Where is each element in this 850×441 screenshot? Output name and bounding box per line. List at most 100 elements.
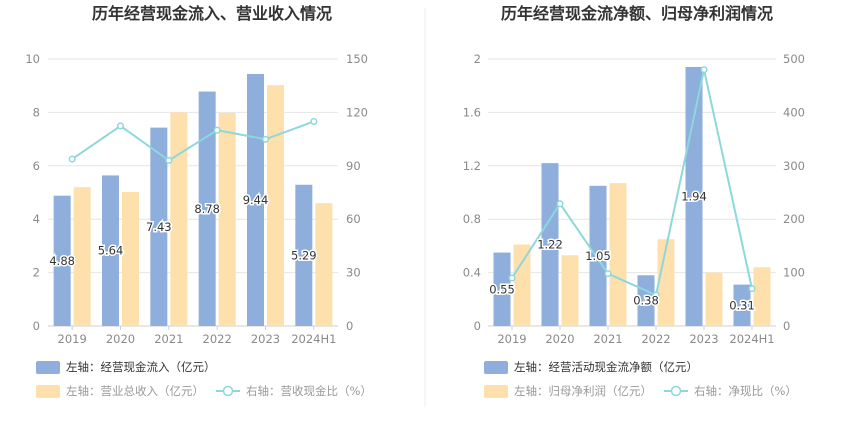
ratio-point (556, 200, 564, 208)
left-axis-tick-label: 0 (33, 319, 40, 333)
x-axis-tick-label: 2023 (689, 332, 718, 346)
legend-swatch[interactable] (484, 385, 508, 398)
bar-primary (53, 195, 71, 326)
net-cashflow-profit-chart: 历年经营现金流净额、归母净利润情况 0 0 0.4 100 0.8 200 1.2 300 1.… (463, 4, 805, 398)
left-axis-tick-label: 1.6 (463, 105, 481, 119)
bar-secondary (122, 191, 139, 326)
ratio-point (261, 135, 270, 143)
bar-data-label: 0.31 (729, 298, 755, 312)
right-axis-tick-label: 120 (346, 105, 368, 119)
bar-secondary (218, 112, 236, 327)
right-axis-tick-label: 0 (346, 319, 353, 333)
bar-primary (685, 67, 703, 326)
left-axis-tick-label: 2 (474, 52, 481, 66)
left-axis-tick-label: 1.2 (463, 159, 481, 173)
legend: 左轴：经营现金流入（亿元） 左轴：营业总收入（亿元） 右轴：营收现金比（%） (36, 360, 372, 398)
right-axis-tick-label: 30 (346, 266, 361, 280)
bar-data-label: 0.55 (489, 282, 515, 296)
ratio-point (165, 156, 173, 165)
legend-line-marker[interactable] (670, 385, 682, 397)
bar-primary (150, 127, 168, 326)
x-axis-tick-label: 2021 (154, 332, 183, 346)
bar-data-label: 5.64 (98, 244, 124, 258)
left-axis-tick-label: 0.4 (463, 266, 481, 280)
ratio-point (604, 270, 612, 278)
bar-secondary (170, 112, 188, 327)
left-axis-tick-label: 10 (25, 52, 40, 66)
left-axis-tick-label: 4 (33, 212, 40, 226)
right-axis-tick-label: 400 (783, 105, 805, 119)
bar-data-label: 1.94 (681, 190, 707, 204)
ratio-point (652, 291, 660, 299)
x-axis-tick-label: 2019 (58, 332, 87, 346)
bar-data-label: 9.44 (243, 193, 269, 207)
ratio-point (310, 117, 318, 126)
x-axis-tick-label: 2024H1 (729, 332, 774, 346)
x-axis-tick-label: 2021 (593, 332, 622, 346)
bar-data-label: 7.43 (146, 220, 172, 234)
right-axis-tick-label: 100 (783, 266, 805, 280)
bar-secondary (267, 85, 284, 326)
legend-swatch[interactable] (484, 361, 508, 374)
x-axis-tick-label: 2023 (251, 332, 280, 346)
left-axis-tick-label: 0 (474, 319, 481, 333)
bar-data-label: 0.38 (633, 294, 659, 308)
bar-primary (102, 175, 119, 326)
right-axis-tick-label: 90 (346, 159, 361, 173)
left-axis-tick-label: 8 (33, 105, 40, 119)
right-axis-tick-label: 0 (783, 319, 790, 333)
bar-secondary (315, 203, 333, 326)
legend-line-marker[interactable] (222, 385, 234, 397)
cash-inflow-revenue-chart: 历年经营现金流入、营业收入情况 0 0 2 30 4 60 6 90 8 120 10 150 2019… (25, 4, 372, 398)
x-axis-tick-label: 2024H1 (291, 332, 336, 346)
ratio-point (748, 285, 756, 293)
ratio-point (700, 66, 708, 74)
legend-label[interactable]: 左轴：归母净利润（亿元） (514, 384, 652, 398)
right-axis-tick-label: 300 (783, 159, 805, 173)
bar-data-label: 1.05 (585, 249, 611, 263)
bar-data-label: 8.78 (194, 202, 220, 216)
right-axis-tick-label: 60 (346, 212, 361, 226)
x-axis-tick-label: 2020 (106, 332, 135, 346)
legend: 左轴：经营活动现金流净额（亿元） 左轴：归母净利润（亿元） 右轴：净现比（%） (484, 360, 797, 398)
bar-secondary (73, 187, 91, 326)
ratio-point (116, 122, 125, 130)
ratio-point (213, 126, 221, 134)
legend-label[interactable]: 左轴：经营活动现金流净额（亿元） (514, 360, 698, 374)
bar-secondary (705, 272, 723, 326)
chart-title: 历年经营现金流净额、归母净利润情况 (501, 4, 773, 23)
right-axis-tick-label: 150 (346, 52, 368, 66)
legend-label[interactable]: 左轴：经营现金流入（亿元） (66, 360, 216, 374)
ratio-point (68, 155, 76, 163)
legend-swatch[interactable] (36, 361, 60, 374)
bar-primary (541, 163, 559, 326)
left-axis-tick-label: 0.8 (463, 212, 481, 226)
bar-secondary (609, 183, 627, 326)
ratio-point (508, 274, 516, 282)
bar-primary (198, 91, 216, 326)
x-axis-tick-label: 2022 (203, 332, 232, 346)
ratio-line (71, 120, 315, 162)
bar-data-label: 5.29 (291, 248, 317, 262)
bar-secondary (657, 239, 675, 326)
left-axis-tick-label: 2 (33, 266, 40, 280)
bar-data-label: 1.22 (537, 238, 563, 252)
x-axis-tick-label: 2019 (497, 332, 526, 346)
bar-primary (493, 252, 511, 326)
left-axis-tick-label: 6 (33, 159, 40, 173)
legend-label[interactable]: 右轴：营收现金比（%） (246, 384, 372, 398)
bar-primary (589, 185, 607, 326)
legend-label[interactable]: 右轴：净现比（%） (694, 384, 797, 398)
x-axis-tick-label: 2020 (545, 332, 574, 346)
chart-title: 历年经营现金流入、营业收入情况 (92, 4, 332, 23)
ratio-line (511, 69, 753, 297)
legend-swatch[interactable] (36, 385, 60, 398)
right-axis-tick-label: 200 (783, 212, 805, 226)
bar-primary (733, 284, 751, 326)
bar-primary (295, 184, 313, 326)
legend-label[interactable]: 左轴：营业总收入（亿元） (66, 384, 204, 398)
bar-data-label: 4.88 (49, 254, 75, 268)
bar-secondary (561, 255, 579, 326)
bar-secondary (753, 267, 771, 326)
